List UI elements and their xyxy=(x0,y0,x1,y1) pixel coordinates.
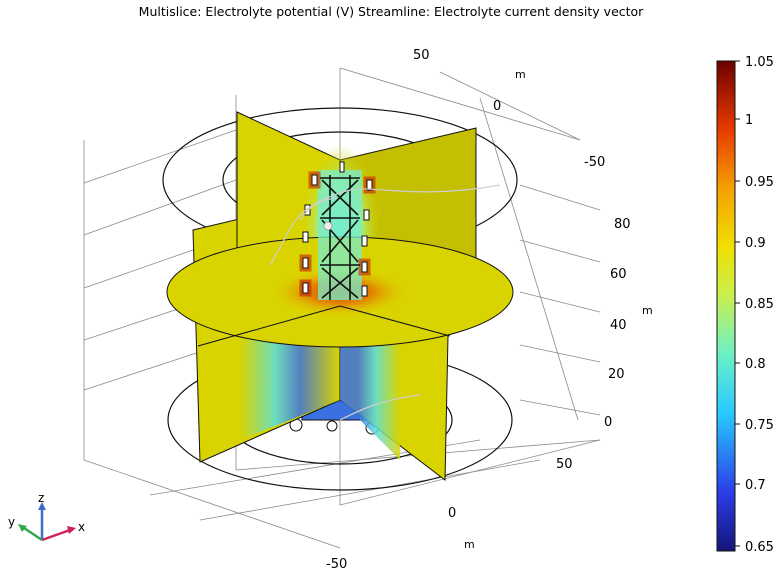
tick-label: -50 xyxy=(326,557,347,572)
x-axis-ticks: 50 0 -50 m xyxy=(326,457,573,572)
tick-label: 50 xyxy=(413,48,430,63)
tick-label: 0 xyxy=(448,506,456,521)
colorbar-tick: 1 xyxy=(745,113,753,128)
tick-label: 80 xyxy=(614,217,631,232)
central-column xyxy=(299,161,376,300)
axis-unit: m xyxy=(515,68,526,81)
colorbar-tick: 0.65 xyxy=(745,540,774,555)
colorbar-tick: 0.85 xyxy=(745,297,774,312)
plot-title: Multislice: Electrolyte potential (V) St… xyxy=(138,4,644,19)
colorbar-tick: 0.75 xyxy=(745,418,774,433)
z-axis-ticks: 80 60 40 20 0 m xyxy=(604,217,653,430)
axis-triad: z x y xyxy=(8,491,85,542)
colorbar-tick: 1.05 xyxy=(745,55,774,70)
x-axis-arrow xyxy=(41,528,71,542)
colorbar-tick: 0.9 xyxy=(745,236,766,251)
tick-label: 60 xyxy=(610,267,627,282)
colorbar: 1.05 1 0.95 0.9 0.85 0.8 0.75 0.7 0.65 xyxy=(716,55,774,555)
tick-label: 0 xyxy=(604,415,612,430)
streamlines xyxy=(269,184,501,421)
y-axis-ticks: 50 0 -50 m xyxy=(413,48,605,170)
tick-label: 50 xyxy=(556,457,573,472)
colorbar-tick: 0.7 xyxy=(745,478,766,493)
tick-label: 0 xyxy=(493,99,501,114)
colorbar-tick: 0.8 xyxy=(745,357,766,372)
colorbar-tick: 0.95 xyxy=(745,175,774,190)
triad-y-label: y xyxy=(8,515,15,529)
triad-z-label: z xyxy=(38,491,44,505)
y-axis-arrow xyxy=(23,526,43,542)
colorbar-gradient xyxy=(716,60,736,552)
triad-x-label: x xyxy=(78,520,85,534)
axis-unit: m xyxy=(642,304,653,317)
tick-label: -50 xyxy=(584,155,605,170)
tick-label: 20 xyxy=(608,367,625,382)
axis-unit: m xyxy=(464,538,475,551)
tick-label: 40 xyxy=(610,318,627,333)
